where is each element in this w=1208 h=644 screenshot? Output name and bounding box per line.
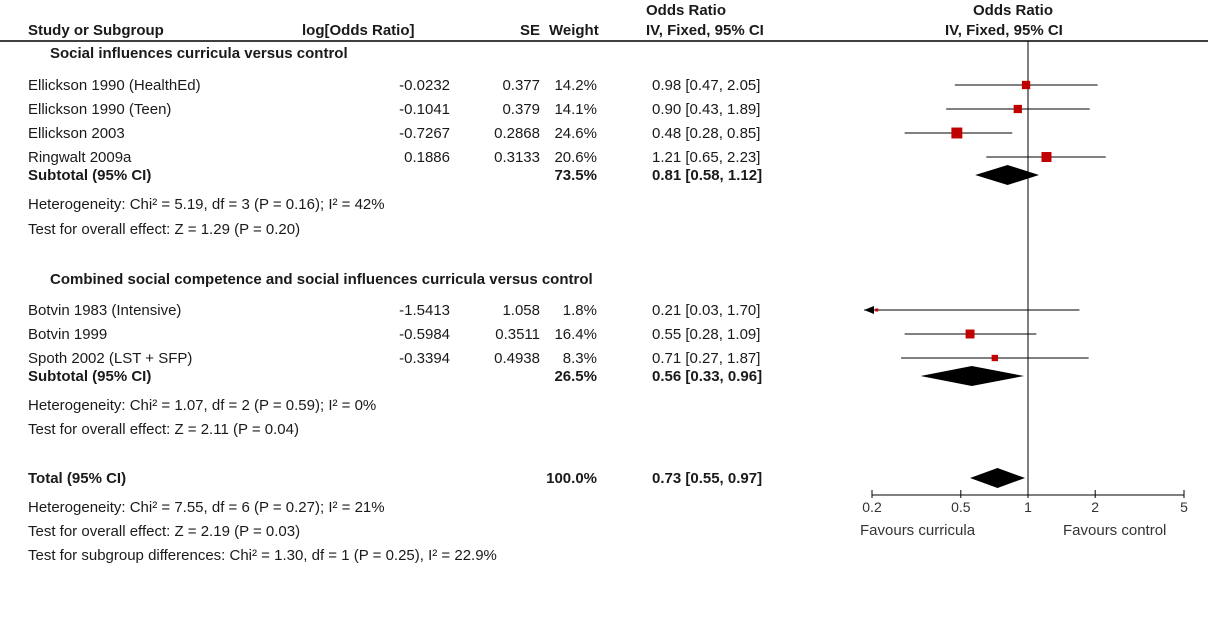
study-log-or: -1.5413: [399, 302, 450, 319]
favours-right-label: Favours control: [1063, 522, 1167, 539]
subtotal-label: Subtotal (95% CI): [28, 368, 152, 385]
total-ci: 0.73 [0.55, 0.97]: [652, 470, 763, 487]
study-ci: 0.90 [0.43, 1.89]: [652, 101, 761, 118]
total-overall-effect-text: Test for overall effect: Z = 2.19 (P = 0…: [28, 523, 301, 540]
heterogeneity-text: Heterogeneity: Chi² = 5.19, df = 3 (P = …: [28, 196, 385, 213]
group-title: Combined social competence and social in…: [50, 271, 593, 288]
study-ci: 0.48 [0.28, 0.85]: [652, 125, 761, 142]
study-se: 1.058: [502, 302, 540, 319]
subtotal-weight: 73.5%: [554, 167, 597, 184]
x-tick-label: 2: [1091, 499, 1099, 515]
header-se: SE: [519, 22, 540, 39]
header-or-method: IV, Fixed, 95% CI: [646, 22, 764, 39]
header-plot-method: IV, Fixed, 95% CI: [945, 22, 1063, 39]
study-weight: 16.4%: [554, 326, 597, 343]
summary-diamond: [970, 468, 1026, 488]
study-se: 0.4938: [494, 350, 540, 367]
study-square: [951, 127, 963, 139]
study-name: Spoth 2002 (LST + SFP): [28, 350, 193, 367]
study-log-or: -0.1041: [399, 101, 450, 118]
study-square: [965, 329, 975, 339]
study-name: Ellickson 1990 (Teen): [28, 101, 172, 118]
study-name: Ringwalt 2009a: [28, 149, 132, 166]
x-tick-label: 5: [1180, 499, 1188, 515]
study-weight: 14.2%: [554, 77, 597, 94]
study-ci: 0.98 [0.47, 2.05]: [652, 77, 761, 94]
study-log-or: -0.5984: [399, 326, 450, 343]
favours-left-label: Favours curricula: [860, 522, 976, 539]
group-title: Social influences curricula versus contr…: [50, 45, 348, 62]
header-log-or: log[Odds Ratio]: [302, 22, 415, 39]
study-name: Botvin 1999: [28, 326, 108, 343]
study-square: [991, 354, 998, 362]
study-se: 0.377: [502, 77, 540, 94]
study-square: [1041, 152, 1052, 162]
header-plot-title: Odds Ratio: [973, 2, 1054, 19]
study-square: [875, 308, 879, 312]
study-square: [1013, 104, 1022, 114]
header-weight: Weight: [549, 22, 599, 39]
study-se: 0.3511: [495, 326, 540, 343]
study-ci: 0.21 [0.03, 1.70]: [652, 302, 761, 319]
study-ci: 0.55 [0.28, 1.09]: [652, 326, 761, 343]
subtotal-ci: 0.81 [0.58, 1.12]: [652, 167, 763, 184]
header-study: Study or Subgroup: [28, 22, 164, 39]
overall-effect-text: Test for overall effect: Z = 1.29 (P = 0…: [28, 221, 301, 238]
total-label: Total (95% CI): [28, 470, 127, 487]
study-square: [1021, 80, 1031, 90]
total-heterogeneity-text: Heterogeneity: Chi² = 7.55, df = 6 (P = …: [28, 499, 385, 516]
study-log-or: -0.3394: [399, 350, 450, 367]
summary-diamond: [975, 165, 1039, 185]
study-name: Ellickson 1990 (HealthEd): [28, 77, 201, 94]
study-weight: 14.1%: [554, 101, 597, 118]
study-se: 0.2868: [494, 125, 540, 142]
x-tick-label: 0.5: [951, 499, 971, 515]
summary-diamond: [920, 366, 1025, 386]
study-name: Ellickson 2003: [28, 125, 125, 142]
study-ci: 1.21 [0.65, 2.23]: [652, 149, 761, 166]
study-ci: 0.71 [0.27, 1.87]: [652, 350, 761, 367]
study-se: 0.3133: [494, 149, 540, 166]
study-weight: 8.3%: [562, 350, 597, 367]
subtotal-ci: 0.56 [0.33, 0.96]: [652, 368, 763, 385]
study-log-or: -0.0232: [399, 77, 450, 94]
study-se: 0.379: [502, 101, 540, 118]
heterogeneity-text: Heterogeneity: Chi² = 1.07, df = 2 (P = …: [28, 397, 377, 414]
x-tick-label: 1: [1024, 499, 1032, 515]
header-or-title: Odds Ratio: [646, 2, 727, 19]
subtotal-weight: 26.5%: [554, 368, 597, 385]
study-log-or: 0.1886: [404, 149, 450, 166]
study-log-or: -0.7267: [399, 125, 450, 142]
study-weight: 1.8%: [562, 302, 597, 319]
overall-effect-text: Test for overall effect: Z = 2.11 (P = 0…: [28, 421, 299, 438]
subtotal-label: Subtotal (95% CI): [28, 167, 152, 184]
total-weight: 100.0%: [546, 470, 597, 487]
study-weight: 20.6%: [554, 149, 597, 166]
study-name: Botvin 1983 (Intensive): [28, 302, 182, 319]
subgroup-differences-text: Test for subgroup differences: Chi² = 1.…: [28, 547, 497, 564]
ci-arrow: [864, 306, 874, 314]
x-tick-label: 0.2: [862, 499, 882, 515]
study-weight: 24.6%: [554, 125, 597, 142]
